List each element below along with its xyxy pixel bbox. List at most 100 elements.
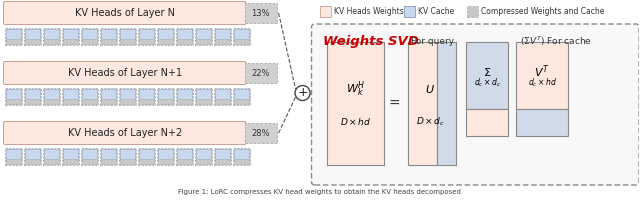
Bar bbox=[196, 149, 211, 160]
Bar bbox=[63, 39, 78, 44]
Bar bbox=[244, 123, 276, 143]
Bar bbox=[196, 89, 211, 100]
Bar bbox=[119, 88, 136, 105]
Bar bbox=[139, 39, 154, 44]
Text: Weights SVD: Weights SVD bbox=[323, 34, 419, 47]
Bar bbox=[214, 29, 230, 40]
Bar bbox=[81, 88, 98, 105]
Bar bbox=[43, 148, 60, 165]
Bar bbox=[234, 99, 249, 104]
Bar bbox=[119, 148, 136, 165]
Bar bbox=[5, 88, 22, 105]
Bar bbox=[63, 149, 78, 160]
Bar bbox=[234, 149, 249, 160]
Bar bbox=[6, 39, 21, 44]
Bar bbox=[100, 88, 117, 105]
Bar bbox=[62, 88, 79, 105]
Bar bbox=[326, 42, 385, 165]
Text: +: + bbox=[297, 86, 308, 99]
Bar bbox=[44, 149, 59, 160]
Bar bbox=[6, 159, 21, 164]
Text: $\Sigma$: $\Sigma$ bbox=[483, 66, 492, 77]
Bar bbox=[244, 63, 276, 83]
Bar bbox=[139, 99, 154, 104]
Bar bbox=[101, 89, 116, 100]
Bar bbox=[5, 148, 22, 165]
Bar bbox=[214, 148, 230, 165]
Bar bbox=[43, 88, 60, 105]
Bar bbox=[177, 39, 192, 44]
Bar bbox=[158, 159, 173, 164]
Bar bbox=[6, 99, 21, 104]
Bar bbox=[63, 99, 78, 104]
Bar bbox=[177, 99, 192, 104]
Bar bbox=[234, 89, 249, 100]
Bar bbox=[516, 42, 568, 109]
Bar bbox=[138, 148, 155, 165]
Bar bbox=[63, 29, 78, 40]
Bar bbox=[158, 149, 173, 160]
Bar bbox=[214, 28, 230, 45]
Bar bbox=[467, 42, 508, 109]
Bar bbox=[214, 159, 230, 164]
Bar bbox=[62, 148, 79, 165]
Bar bbox=[82, 39, 97, 44]
Bar bbox=[158, 89, 173, 100]
Bar bbox=[138, 28, 155, 45]
Bar bbox=[43, 28, 60, 45]
Bar bbox=[196, 99, 211, 104]
Bar bbox=[82, 29, 97, 40]
Text: $(\Sigma V^T)$ For cache: $(\Sigma V^T)$ For cache bbox=[520, 34, 592, 48]
Bar bbox=[139, 29, 154, 40]
Bar bbox=[63, 159, 78, 164]
Bar bbox=[157, 88, 173, 105]
Bar bbox=[139, 149, 154, 160]
Bar bbox=[176, 28, 193, 45]
Bar bbox=[101, 39, 116, 44]
Bar bbox=[81, 28, 98, 45]
Bar bbox=[214, 89, 230, 100]
Bar bbox=[120, 149, 135, 160]
Bar bbox=[516, 109, 568, 136]
Bar bbox=[233, 28, 250, 45]
Bar bbox=[44, 29, 59, 40]
Bar bbox=[214, 149, 230, 160]
Text: $W_k^H$: $W_k^H$ bbox=[346, 79, 365, 99]
Text: $D \times d_c$: $D \times d_c$ bbox=[416, 116, 445, 128]
Bar bbox=[138, 88, 155, 105]
Bar bbox=[408, 42, 437, 165]
Bar bbox=[120, 159, 135, 164]
Bar bbox=[234, 39, 249, 44]
Bar bbox=[177, 159, 192, 164]
Bar bbox=[467, 109, 508, 136]
FancyBboxPatch shape bbox=[3, 1, 246, 24]
Text: $V^T$: $V^T$ bbox=[534, 63, 550, 80]
Bar bbox=[81, 148, 98, 165]
Bar bbox=[158, 29, 173, 40]
Bar bbox=[44, 99, 59, 104]
Text: 28%: 28% bbox=[252, 129, 270, 138]
Bar bbox=[100, 148, 117, 165]
Bar bbox=[214, 99, 230, 104]
Bar bbox=[196, 29, 211, 40]
Bar bbox=[44, 89, 59, 100]
Bar bbox=[120, 99, 135, 104]
Bar bbox=[24, 28, 41, 45]
Text: $D \times hd$: $D \times hd$ bbox=[340, 116, 371, 127]
Bar bbox=[25, 29, 40, 40]
Circle shape bbox=[295, 86, 310, 100]
Bar bbox=[214, 39, 230, 44]
Bar bbox=[157, 28, 173, 45]
Bar bbox=[158, 99, 173, 104]
Bar bbox=[5, 28, 22, 45]
Bar bbox=[24, 148, 41, 165]
Text: KV Heads of Layer N: KV Heads of Layer N bbox=[75, 8, 175, 18]
Bar bbox=[195, 88, 212, 105]
Bar bbox=[25, 99, 40, 104]
Bar bbox=[119, 28, 136, 45]
Bar bbox=[6, 29, 21, 40]
Bar bbox=[158, 39, 173, 44]
Bar bbox=[437, 42, 456, 165]
Bar bbox=[214, 88, 230, 105]
Text: =: = bbox=[388, 97, 400, 110]
